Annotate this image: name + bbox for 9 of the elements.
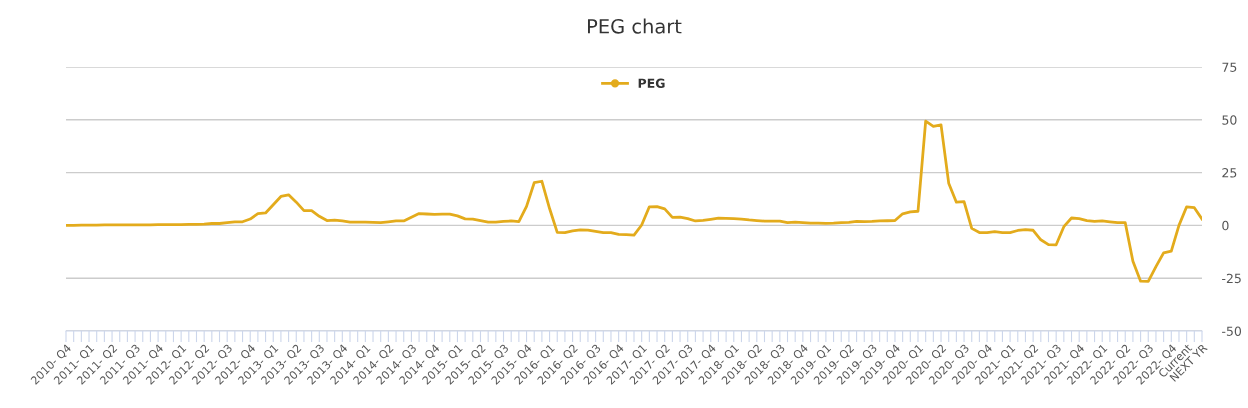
chart-title: PEG chart [588, 18, 682, 34]
line-series [66, 119, 1202, 283]
y-tick-label: 0 [1222, 220, 1229, 231]
y-tick-label: 75 [1222, 62, 1237, 72]
y-tick-label: -50 [1222, 326, 1242, 336]
y-tick-label: -25 [1222, 273, 1241, 284]
y-tick-label: 50 [1222, 115, 1237, 125]
y-tick-label: 25 [1222, 168, 1237, 178]
legend-label: PEG [638, 78, 665, 88]
